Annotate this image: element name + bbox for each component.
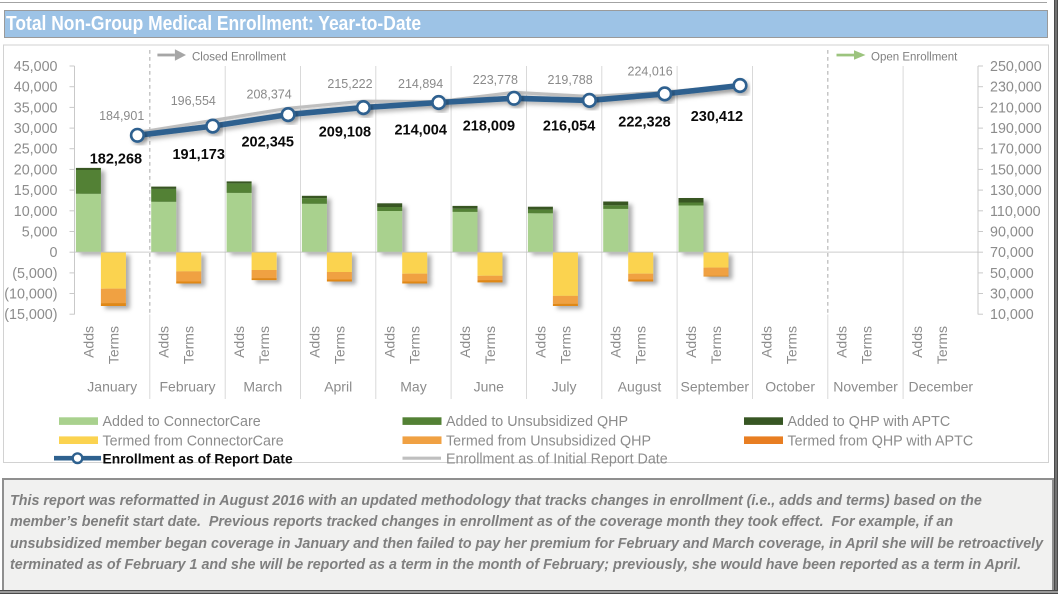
svg-text:15,000: 15,000 — [14, 183, 58, 199]
svg-text:Adds: Adds — [608, 326, 624, 358]
svg-text:Adds: Adds — [758, 326, 774, 358]
svg-text:250,000: 250,000 — [990, 59, 1042, 75]
svg-text:Terms: Terms — [934, 326, 950, 364]
svg-text:Termed from Unsubsidized QHP: Termed from Unsubsidized QHP — [446, 433, 651, 449]
svg-text:184,901: 184,901 — [99, 109, 144, 123]
svg-text:August: August — [618, 379, 662, 395]
svg-text:Closed Enrollment: Closed Enrollment — [192, 52, 287, 64]
svg-text:Added to ConnectorCare: Added to ConnectorCare — [103, 414, 261, 430]
svg-text:June: June — [474, 379, 505, 395]
svg-text:215,222: 215,222 — [327, 77, 372, 91]
svg-text:Terms: Terms — [783, 326, 799, 364]
svg-text:March: March — [243, 379, 282, 395]
svg-text:November: November — [833, 379, 898, 395]
svg-text:25,000: 25,000 — [14, 142, 58, 158]
svg-text:216,054: 216,054 — [543, 118, 595, 134]
svg-text:30,000: 30,000 — [990, 287, 1034, 303]
svg-text:130,000: 130,000 — [990, 183, 1042, 199]
svg-text:223,778: 223,778 — [473, 73, 518, 87]
svg-text:196,554: 196,554 — [171, 94, 216, 108]
svg-text:Enrollment as of Initial Repor: Enrollment as of Initial Report Date — [446, 451, 668, 467]
svg-text:170,000: 170,000 — [990, 142, 1042, 158]
svg-text:Termed from ConnectorCare: Termed from ConnectorCare — [103, 433, 284, 449]
svg-text:Terms: Terms — [256, 326, 272, 364]
svg-text:Adds: Adds — [457, 326, 473, 358]
svg-text:Adds: Adds — [231, 326, 247, 358]
svg-text:Adds: Adds — [306, 326, 322, 358]
svg-text:30,000: 30,000 — [14, 121, 58, 137]
svg-text:April: April — [324, 379, 352, 395]
svg-text:45,000: 45,000 — [14, 59, 58, 75]
svg-text:Adds: Adds — [909, 326, 925, 358]
svg-text:182,268: 182,268 — [90, 151, 142, 167]
svg-text:Terms: Terms — [859, 326, 875, 364]
svg-text:214,894: 214,894 — [398, 77, 443, 91]
svg-text:Adds: Adds — [156, 326, 172, 358]
svg-text:Adds: Adds — [80, 326, 96, 358]
svg-text:Adds: Adds — [683, 326, 699, 358]
svg-text:Terms: Terms — [708, 326, 724, 364]
svg-text:Enrollment as of Report Date: Enrollment as of Report Date — [103, 451, 293, 466]
svg-text:Terms: Terms — [331, 326, 347, 364]
svg-text:Terms: Terms — [557, 326, 573, 364]
svg-text:191,173: 191,173 — [172, 147, 224, 163]
svg-text:50,000: 50,000 — [990, 266, 1034, 282]
svg-text:December: December — [909, 379, 974, 395]
svg-text:Terms: Terms — [105, 326, 121, 364]
svg-text:Open Enrollment: Open Enrollment — [871, 52, 958, 64]
svg-text:190,000: 190,000 — [990, 121, 1042, 137]
svg-text:May: May — [400, 379, 426, 395]
svg-text:40,000: 40,000 — [14, 80, 58, 96]
svg-text:5,000: 5,000 — [22, 225, 58, 241]
svg-text:230,000: 230,000 — [990, 80, 1042, 96]
svg-text:0: 0 — [50, 245, 58, 261]
svg-text:208,374: 208,374 — [247, 87, 292, 101]
svg-text:209,108: 209,108 — [319, 124, 371, 140]
svg-text:Terms: Terms — [482, 326, 498, 364]
svg-text:September: September — [681, 379, 750, 395]
svg-text:Added to QHP with APTC: Added to QHP with APTC — [788, 414, 951, 430]
svg-text:110,000: 110,000 — [990, 204, 1041, 220]
svg-text:230,412: 230,412 — [691, 109, 743, 125]
svg-text:20,000: 20,000 — [14, 162, 58, 178]
svg-text:Terms: Terms — [181, 326, 197, 364]
svg-text:February: February — [159, 379, 215, 395]
svg-text:Adds: Adds — [834, 326, 850, 358]
svg-text:218,009: 218,009 — [463, 118, 515, 134]
svg-text:January: January — [87, 379, 137, 395]
svg-text:Terms: Terms — [407, 326, 423, 364]
svg-text:150,000: 150,000 — [990, 162, 1042, 178]
svg-text:35,000: 35,000 — [14, 100, 58, 116]
svg-text:222,328: 222,328 — [618, 115, 670, 131]
svg-text:10,000: 10,000 — [14, 204, 58, 220]
svg-text:210,000: 210,000 — [990, 100, 1042, 116]
svg-text:202,345: 202,345 — [241, 134, 293, 150]
svg-text:(10,000): (10,000) — [4, 287, 57, 303]
svg-text:(15,000): (15,000) — [4, 307, 57, 323]
svg-text:Adds: Adds — [382, 326, 398, 358]
svg-text:90,000: 90,000 — [990, 225, 1034, 241]
svg-text:Termed from QHP with APTC: Termed from QHP with APTC — [788, 433, 974, 449]
svg-text:10,000: 10,000 — [990, 307, 1034, 323]
svg-text:July: July — [552, 379, 577, 395]
svg-text:Terms: Terms — [633, 326, 649, 364]
svg-text:October: October — [765, 379, 815, 395]
svg-text:224,016: 224,016 — [628, 64, 673, 78]
svg-text:219,788: 219,788 — [548, 73, 593, 87]
svg-text:Adds: Adds — [532, 326, 548, 358]
svg-text:(5,000): (5,000) — [12, 266, 57, 282]
svg-text:214,004: 214,004 — [394, 123, 446, 139]
svg-text:70,000: 70,000 — [990, 245, 1034, 261]
svg-text:Added to Unsubsidized QHP: Added to Unsubsidized QHP — [446, 414, 628, 430]
